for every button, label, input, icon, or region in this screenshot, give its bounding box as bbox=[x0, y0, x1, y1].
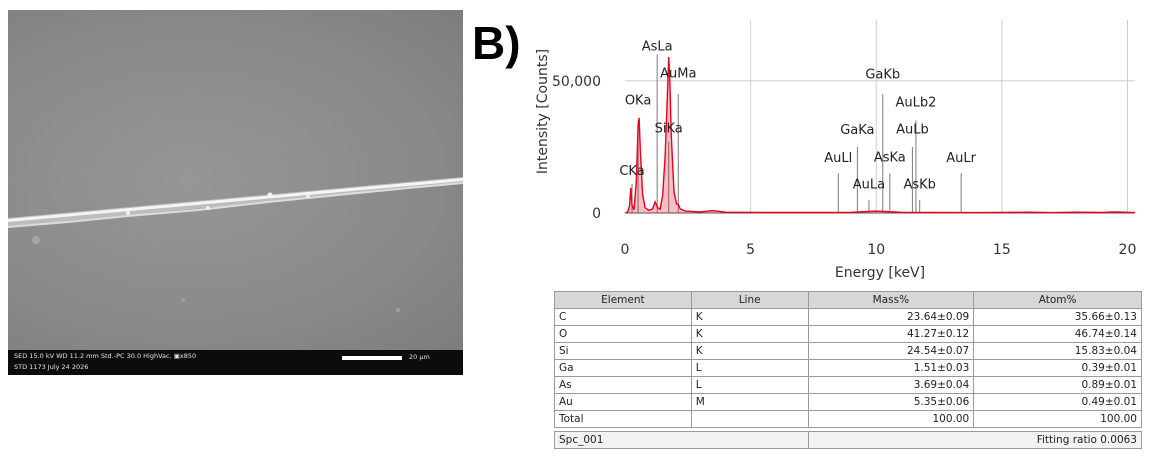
table-row: O K 41.27±0.12 46.74±0.14 bbox=[554, 325, 1142, 343]
cell-line: L bbox=[690, 376, 809, 394]
cell-element: Au bbox=[554, 393, 692, 411]
cell-atom: 100.00 bbox=[973, 410, 1142, 428]
table-row: As L 3.69±0.04 0.89±0.01 bbox=[554, 376, 1142, 394]
scale-bar bbox=[342, 356, 402, 360]
cell-atom: 0.39±0.01 bbox=[973, 359, 1142, 377]
cell-atom: 35.66±0.13 bbox=[973, 308, 1142, 326]
cell-element: O bbox=[554, 325, 692, 343]
sem-info-line2: STD 1173 July 24 2026 bbox=[14, 363, 89, 371]
table-footer-row: Spc_001 Fitting ratio 0.0063 bbox=[554, 431, 1143, 449]
table-row: Au M 5.35±0.06 0.49±0.01 bbox=[554, 393, 1142, 411]
cell-element: Si bbox=[554, 342, 692, 360]
y-axis-title: Intensity [Counts] bbox=[535, 49, 551, 174]
cell-line: K bbox=[690, 308, 809, 326]
nanowire-graphic bbox=[8, 177, 463, 312]
sem-info-bar: SED 15.0 kV WD 11.2 mm Std.-PC 30.0 High… bbox=[8, 350, 463, 375]
table-row: C K 23.64±0.09 35.66±0.13 bbox=[554, 308, 1142, 326]
cell-line bbox=[690, 410, 809, 428]
cell-mass: 41.27±0.12 bbox=[807, 325, 975, 343]
cell-atom: 0.89±0.01 bbox=[973, 376, 1142, 394]
cell-mass: 23.64±0.09 bbox=[807, 308, 975, 326]
peak-label-askb: AsKb bbox=[903, 177, 935, 192]
header-mass: Mass% bbox=[807, 291, 975, 309]
cell-element: C bbox=[554, 308, 692, 326]
plot-area bbox=[625, 20, 1135, 213]
peak-label-aulb: AuLb bbox=[896, 123, 929, 138]
header-atom: Atom% bbox=[973, 291, 1142, 309]
panel-label-b: B) bbox=[472, 17, 521, 69]
cell-element: Ga bbox=[554, 359, 692, 377]
y-tick-label: 50,000 bbox=[552, 74, 601, 90]
sem-info-line1: SED 15.0 kV WD 11.2 mm Std.-PC 30.0 High… bbox=[14, 352, 197, 360]
peak-label-aula: AuLa bbox=[853, 177, 885, 192]
cell-mass: 5.35±0.06 bbox=[807, 393, 975, 411]
cell-mass: 1.51±0.03 bbox=[807, 359, 975, 377]
x-tick-label: 5 bbox=[746, 242, 755, 258]
x-tick-label: 0 bbox=[621, 242, 630, 258]
cell-mass: 3.69±0.04 bbox=[807, 376, 975, 394]
peak-label-aulr: AuLr bbox=[946, 151, 976, 166]
peak-label-sika: SiKa bbox=[655, 122, 683, 137]
cell-mass: 24.54±0.07 bbox=[807, 342, 975, 360]
cell-atom: 15.83±0.04 bbox=[973, 342, 1142, 360]
fitting-ratio: Fitting ratio 0.0063 bbox=[807, 431, 1143, 449]
table-row: Total 100.00 100.00 bbox=[554, 410, 1142, 428]
scale-bar-label: 20 µm bbox=[409, 353, 430, 361]
peak-label-aska: AsKa bbox=[874, 150, 906, 165]
cell-element: As bbox=[554, 376, 692, 394]
peak-label-aulb2: AuLb2 bbox=[895, 95, 936, 110]
sem-image: SED 15.0 kV WD 11.2 mm Std.-PC 30.0 High… bbox=[8, 10, 463, 375]
x-tick-label: 20 bbox=[1119, 242, 1137, 258]
cell-line: L bbox=[690, 359, 809, 377]
peak-label-asla: AsLa bbox=[642, 39, 673, 54]
spectrum-id: Spc_001 bbox=[554, 431, 809, 449]
spectrum-line bbox=[624, 56, 1136, 214]
x-tick-label: 15 bbox=[993, 242, 1011, 258]
cell-mass: 100.00 bbox=[807, 410, 975, 428]
x-tick-label: 10 bbox=[867, 242, 885, 258]
header-element: Element bbox=[554, 291, 692, 309]
eds-quantification-table: Element Line Mass% Atom% C K 23.64±0.09 35.… bbox=[554, 291, 1143, 449]
peak-label-auma: AuMa bbox=[660, 67, 696, 82]
peak-label-oka: OKa bbox=[625, 94, 652, 109]
header-line: Line bbox=[690, 291, 809, 309]
table-row: Si K 24.54±0.07 15.83±0.04 bbox=[554, 342, 1142, 360]
y-tick-label: 0 bbox=[592, 206, 601, 222]
cell-atom: 0.49±0.01 bbox=[973, 393, 1142, 411]
peak-label-cka: CKa bbox=[619, 164, 644, 179]
peak-label-aull: AuLl bbox=[824, 151, 852, 166]
table-row: Ga L 1.51±0.03 0.39±0.01 bbox=[554, 359, 1142, 377]
cell-element: Total bbox=[554, 410, 692, 428]
peak-label-gakb: GaKb bbox=[865, 68, 900, 83]
x-axis-title: Energy [keV] bbox=[835, 265, 925, 281]
cell-atom: 46.74±0.14 bbox=[973, 325, 1142, 343]
cell-line: K bbox=[690, 325, 809, 343]
cell-line: M bbox=[690, 393, 809, 411]
cell-line: K bbox=[690, 342, 809, 360]
table-header-row: Element Line Mass% Atom% bbox=[554, 291, 1142, 309]
sem-background bbox=[8, 10, 463, 350]
peak-label-gaka: GaKa bbox=[840, 123, 874, 138]
